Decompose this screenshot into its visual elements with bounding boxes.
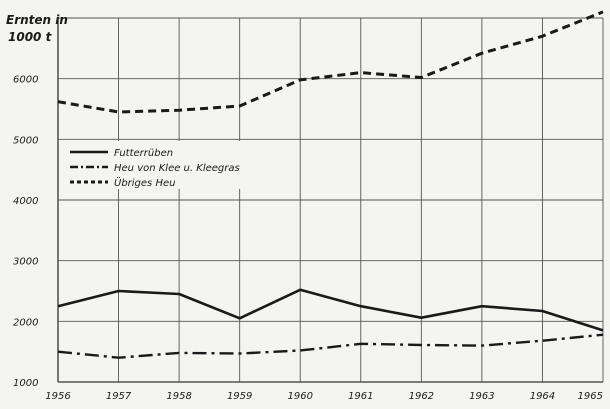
x-tick-label: 1956 [45,391,70,402]
y-tick-label: 5000 [13,135,38,146]
x-tick-label: 1961 [348,391,373,402]
grid [57,17,604,383]
x-tick-label: 1959 [227,391,252,402]
axis-labels: Ernten in 1000 t 1956 1957 1958 1959 1960 196… [6,13,603,402]
legend-label: Heu von Klee u. Kleegras [114,163,240,174]
x-tick-label: 1965 [578,391,603,402]
y-axis-label-line-1: Ernten in [6,13,68,27]
series-line [57,333,604,359]
x-tick-label: 1960 [287,391,312,402]
y-tick-label: 6000 [13,75,38,86]
y-tick-label: 3000 [13,257,38,268]
y-tick-label: 4000 [13,196,38,207]
series-line [57,288,604,332]
x-tick-label: 1957 [106,391,132,402]
y-tick-label: 1000 [13,378,38,389]
series-lines [57,10,604,359]
legend: Futterrüben Heu von Klee u. Kleegras Übrig… [66,141,246,189]
legend-label: Übriges Heu [114,176,175,189]
x-tick-label: 1958 [166,391,191,402]
legend-background [66,141,246,189]
y-axis-label-line-2: 1000 t [8,30,53,44]
y-tick-label: 2000 [13,317,38,328]
series-line [57,10,604,114]
legend-label: Futterrüben [114,148,173,159]
x-tick-label: 1962 [409,391,434,402]
x-tick-label: 1964 [530,391,555,402]
x-tick-label: 1963 [469,391,494,402]
